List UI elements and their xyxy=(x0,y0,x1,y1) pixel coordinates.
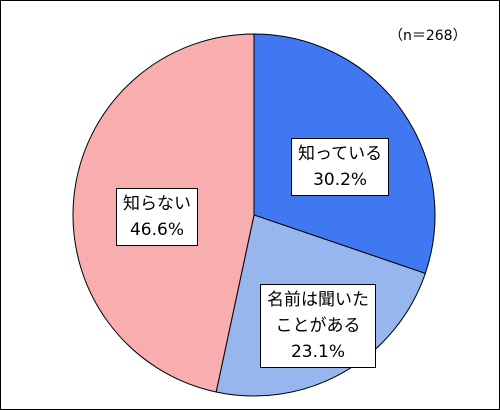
sample-size-note: （n＝268） xyxy=(389,28,467,44)
slice-label-known: 知っている 30.2% xyxy=(291,138,390,196)
slice-label-unknown-name: 知らない xyxy=(123,194,191,214)
slice-label-heard-name-1: 名前は聞いた xyxy=(267,290,369,310)
slice-label-known-name: 知っている xyxy=(298,144,383,164)
slice-label-unknown: 知らない 46.6% xyxy=(116,188,198,246)
slice-label-heard-value: 23.1% xyxy=(290,342,345,362)
slice-label-unknown-value: 46.6% xyxy=(129,220,184,240)
slice-label-heard: 名前は聞いた ことがある 23.1% xyxy=(260,284,376,368)
slice-label-heard-name-2: ことがある xyxy=(275,316,361,336)
slice-label-known-value: 30.2% xyxy=(313,170,368,190)
